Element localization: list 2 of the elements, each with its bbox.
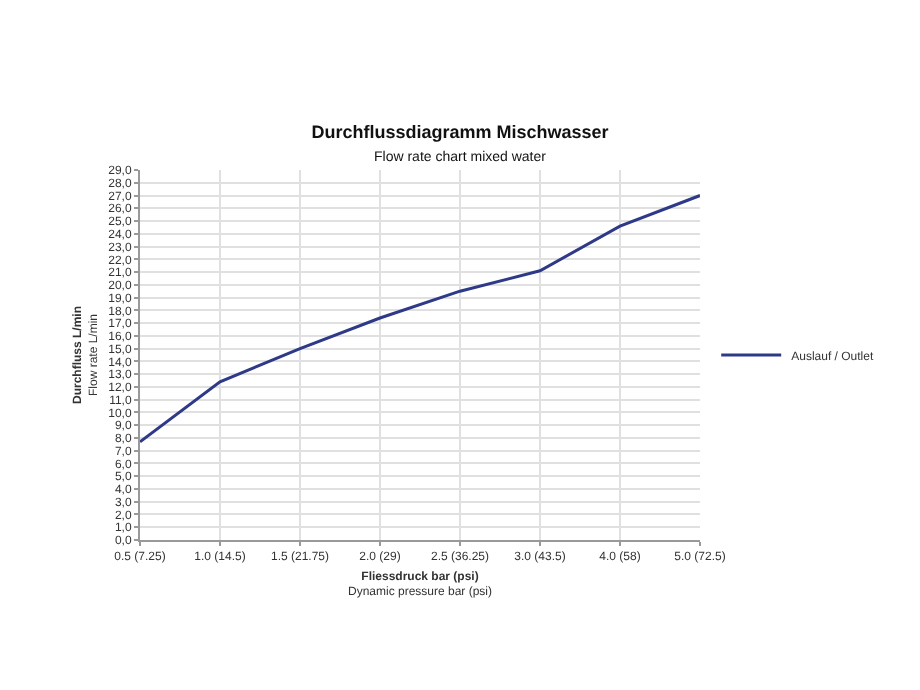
line-series — [140, 194, 700, 444]
chart-title: Durchflussdiagramm Mischwasser — [311, 122, 610, 142]
